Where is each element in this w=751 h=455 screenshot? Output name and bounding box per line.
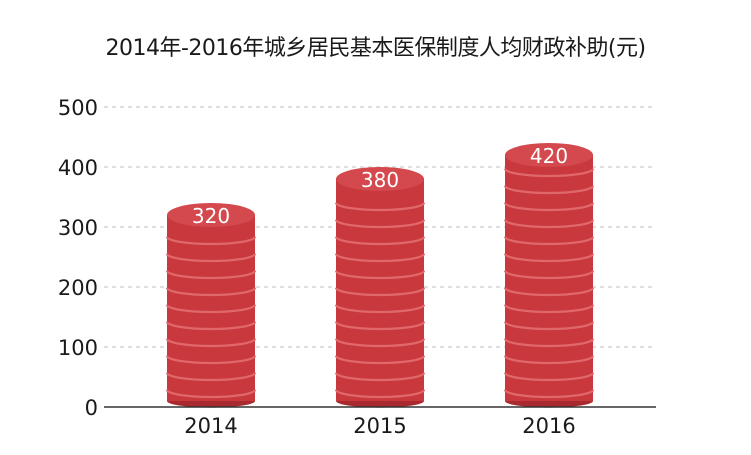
coin-ring (503, 304, 595, 314)
coin-ring (334, 389, 426, 399)
coin-ring (503, 372, 595, 382)
data-label: 320 (192, 204, 230, 228)
coin-ring (503, 321, 595, 331)
coin-ring (503, 338, 595, 348)
y-axis-ticks: 0 100 200 300 400 500 (58, 96, 98, 420)
coin-ring (165, 253, 257, 263)
y-tick-label: 200 (58, 276, 98, 300)
coin-ring (165, 355, 257, 365)
coin-ring (334, 372, 426, 382)
coin-ring (165, 270, 257, 280)
coin-ring (503, 168, 595, 178)
coin-ring (165, 321, 257, 331)
bar-top (167, 203, 255, 227)
coin-ring (334, 219, 426, 229)
coin-ring (503, 253, 595, 263)
coin-ring (503, 219, 595, 229)
coin-ring (165, 389, 257, 399)
coin-ring (503, 185, 595, 195)
coin-ring (165, 338, 257, 348)
y-tick-label: 0 (85, 396, 98, 420)
coin-ring (165, 236, 257, 246)
bar-body-overlay (336, 179, 424, 401)
bar-body-overlay (167, 215, 255, 401)
x-axis-ticks: 2014 2015 2016 (184, 414, 575, 438)
coin-ring (334, 304, 426, 314)
coin-ring (165, 287, 257, 297)
data-label: 420 (530, 144, 568, 168)
coin-ring (503, 236, 595, 246)
y-tick-label: 400 (58, 156, 98, 180)
coin-ring (503, 202, 595, 212)
chart-title: 2014年-2016年城乡居民基本医保制度人均财政补助(元) (105, 36, 646, 61)
y-tick-label: 100 (58, 336, 98, 360)
bars: 320 380 420 (165, 143, 595, 408)
coin-ring (503, 270, 595, 280)
x-tick-label: 2015 (353, 414, 406, 438)
coin-ring (334, 202, 426, 212)
x-tick-label: 2014 (184, 414, 237, 438)
data-label: 380 (361, 168, 399, 192)
coin-ring (334, 321, 426, 331)
coin-ring (334, 287, 426, 297)
x-tick-label: 2016 (522, 414, 575, 438)
bar-top (505, 143, 593, 167)
bar-2016: 420 (503, 143, 595, 408)
coin-ring (334, 355, 426, 365)
coin-ring (503, 389, 595, 399)
y-tick-label: 300 (58, 216, 98, 240)
bar-top (336, 167, 424, 191)
coin-ring (334, 270, 426, 280)
coin-ring (165, 304, 257, 314)
y-tick-label: 500 (58, 96, 98, 120)
coin-ring (503, 355, 595, 365)
coin-ring (334, 253, 426, 263)
bar-2015: 380 (334, 167, 426, 408)
coin-ring (334, 338, 426, 348)
coin-ring (165, 372, 257, 382)
coin-ring (503, 287, 595, 297)
coin-ring (334, 236, 426, 246)
bar-2014: 320 (165, 203, 257, 408)
